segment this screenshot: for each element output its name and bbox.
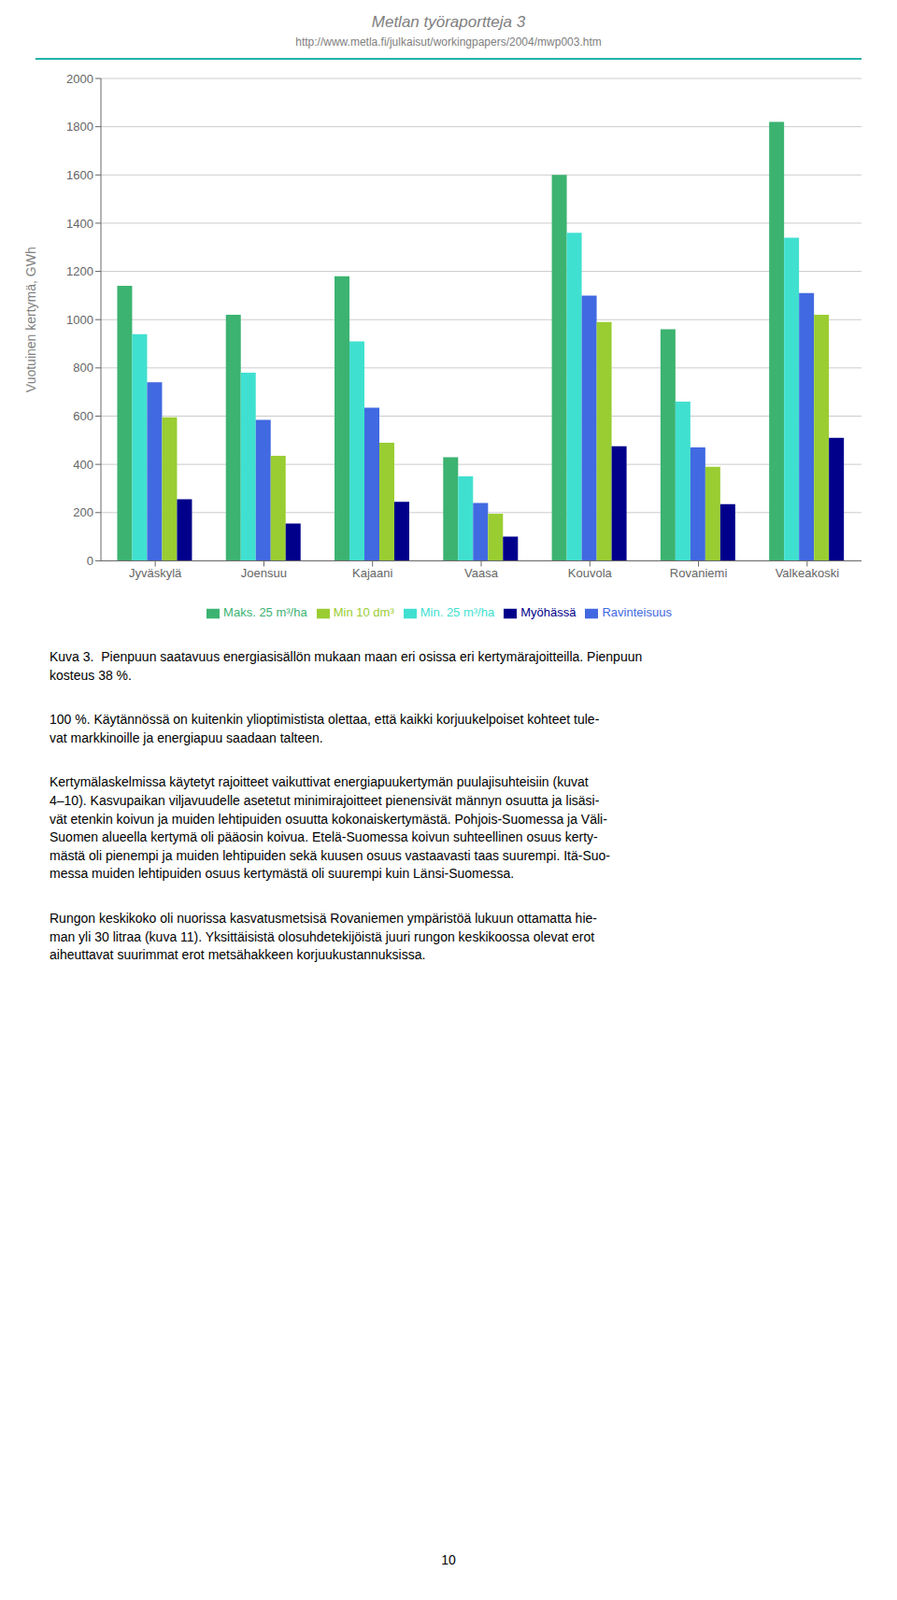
html-text:100 %. Käytännössä on kuitenki: 100 %. Käytännössä on kuitenkin ylioptim… — [49, 712, 600, 728]
svg-text:Vaasa: Vaasa — [464, 566, 499, 581]
html-text:10: 10 — [441, 1552, 456, 1568]
svg-text:Vuotuinen kertymä, GWh: Vuotuinen kertymä, GWh — [23, 246, 39, 393]
svg-text:1400: 1400 — [66, 216, 94, 231]
svg-text:2000: 2000 — [66, 71, 94, 86]
svg-text:Valkeakoski: Valkeakoski — [775, 566, 841, 581]
svg-text:800: 800 — [72, 360, 94, 375]
html-text:Metlan työraportteja 3: Metlan työraportteja 3 — [371, 13, 526, 31]
svg-text:Joensuu: Joensuu — [241, 566, 287, 581]
svg-text:0: 0 — [86, 554, 94, 569]
html-text:Kuva 3. Pienpuun saatavuus ene: Kuva 3. Pienpuun saatavuus energiasisäll… — [49, 649, 643, 665]
svg-text:1800: 1800 — [66, 119, 94, 134]
html-text:Rungon keskikoko oli nuorissa: Rungon keskikoko oli nuorissa kasvatusme… — [49, 910, 598, 963]
html-text:Ravinteisuus: Ravinteisuus — [602, 605, 672, 620]
svg-text:400: 400 — [72, 457, 94, 472]
svg-text:Rovaniemi: Rovaniemi — [669, 566, 728, 581]
html-text:http://www.metla.fi/julkaisut/: http://www.metla.fi/julkaisut/workingpap… — [295, 35, 602, 49]
html-text:Myöhässä: Myöhässä — [520, 605, 577, 620]
svg-text:Kouvola: Kouvola — [568, 566, 613, 581]
svg-text:1600: 1600 — [66, 168, 94, 183]
svg-text:200: 200 — [72, 505, 94, 520]
svg-text:600: 600 — [72, 409, 94, 424]
svg-text:Jyväskylä: Jyväskylä — [128, 566, 183, 581]
html-text:Maks. 25 m³/ha: Maks. 25 m³/ha — [223, 605, 308, 620]
html-text:vat markkinoille ja energiapuu: vat markkinoille ja energiapuu saadaan t… — [49, 730, 323, 746]
html-text:Min. 25 m³/ha: Min. 25 m³/ha — [420, 605, 495, 620]
html-text:Kertymälaskelmissa käytetyt ra: Kertymälaskelmissa käytetyt rajoitteet v… — [49, 774, 611, 882]
html-text:kosteus 38 %.: kosteus 38 %. — [49, 667, 132, 683]
svg-text:1200: 1200 — [66, 264, 94, 279]
svg-text:1000: 1000 — [66, 313, 94, 328]
svg-text:Kajaani: Kajaani — [352, 566, 393, 581]
html-text:Min 10 dm³: Min 10 dm³ — [333, 605, 395, 620]
